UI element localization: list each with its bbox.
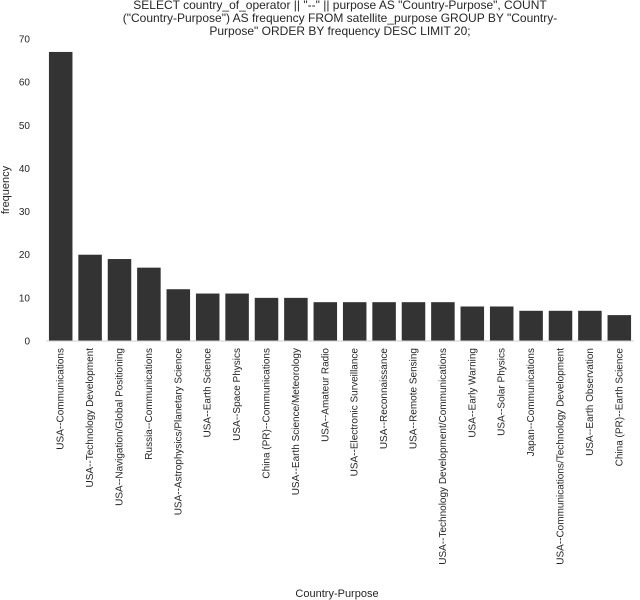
chart-title-line: ("Country-Purpose") AS frequency FROM sa… bbox=[123, 11, 558, 25]
bar bbox=[195, 293, 220, 341]
bar bbox=[578, 310, 602, 341]
x-tick-label: USA--Early Warning bbox=[467, 348, 478, 438]
x-tick-label: USA--Earth Observation bbox=[585, 348, 596, 456]
x-tick-label: USA--Solar Physics bbox=[497, 348, 508, 436]
bar bbox=[166, 289, 191, 341]
x-tick-label: USA--Reconnaissance bbox=[379, 348, 390, 450]
bar bbox=[254, 297, 279, 341]
bar bbox=[519, 310, 543, 341]
bar bbox=[48, 51, 73, 341]
x-tick-label: USA--Navigation/Global Positioning bbox=[115, 348, 126, 506]
x-tick-label: USA--Space Physics bbox=[232, 348, 243, 441]
bar bbox=[107, 259, 132, 341]
bar bbox=[489, 306, 514, 341]
x-tick-label: Russia--Communications bbox=[144, 348, 155, 460]
bar bbox=[225, 293, 249, 341]
x-tick-label: USA--Electronic Surveillance bbox=[350, 348, 361, 477]
x-axis-ticks: USA--Communications USA--Technology Devel… bbox=[56, 348, 626, 565]
x-tick-label: USA--Earth Science/Meteorology bbox=[291, 348, 302, 495]
chart-title: SELECT country_of_operator || "--" || pu… bbox=[123, 0, 558, 38]
bar bbox=[284, 297, 308, 341]
chart-title-line: Purpose" ORDER BY frequency DESC LIMIT 2… bbox=[209, 24, 470, 38]
x-tick-label: USA--Astrophysics/Planetary Science bbox=[173, 348, 184, 516]
x-tick-label: USA--Communications/Technology Developme… bbox=[556, 348, 567, 565]
x-tick-label: USA--Technology Development bbox=[85, 348, 96, 488]
y-axis-label: frequency bbox=[0, 165, 12, 214]
x-tick-label: China (PR)--Communications bbox=[262, 348, 273, 479]
y-tick-label: 50 bbox=[19, 121, 31, 132]
bar bbox=[401, 302, 426, 341]
bar bbox=[137, 267, 161, 341]
x-tick-label: USA--Technology Development/Communicatio… bbox=[438, 348, 449, 565]
bar bbox=[431, 302, 455, 341]
bar bbox=[78, 254, 102, 341]
bar bbox=[460, 306, 485, 341]
bar bbox=[313, 302, 338, 341]
y-tick-label: 40 bbox=[19, 164, 31, 175]
y-tick-label: 0 bbox=[24, 337, 30, 348]
bars bbox=[48, 51, 632, 341]
bar bbox=[372, 302, 396, 341]
bar bbox=[607, 315, 632, 341]
bar bbox=[548, 310, 573, 341]
x-axis-label: Country-Purpose bbox=[295, 588, 378, 600]
x-tick-label: Japan--Communications bbox=[526, 348, 537, 456]
x-tick-label: USA--Communications bbox=[56, 348, 67, 450]
x-tick-label: China (PR)--Earth Science bbox=[614, 348, 625, 467]
bar bbox=[342, 302, 367, 341]
y-tick-label: 30 bbox=[19, 207, 31, 218]
x-tick-label: USA--Remote Sensing bbox=[409, 348, 420, 449]
x-tick-label: USA--Earth Science bbox=[203, 348, 214, 438]
y-tick-label: 60 bbox=[19, 78, 31, 89]
x-tick-label: USA--Amateur Radio bbox=[320, 348, 331, 442]
y-tick-label: 70 bbox=[19, 35, 31, 46]
chart-title-line: SELECT country_of_operator || "--" || pu… bbox=[133, 0, 547, 12]
y-tick-label: 20 bbox=[19, 250, 31, 261]
y-tick-label: 10 bbox=[19, 293, 31, 304]
y-axis-ticks: 0 10 20 30 40 50 60 70 bbox=[19, 35, 31, 348]
